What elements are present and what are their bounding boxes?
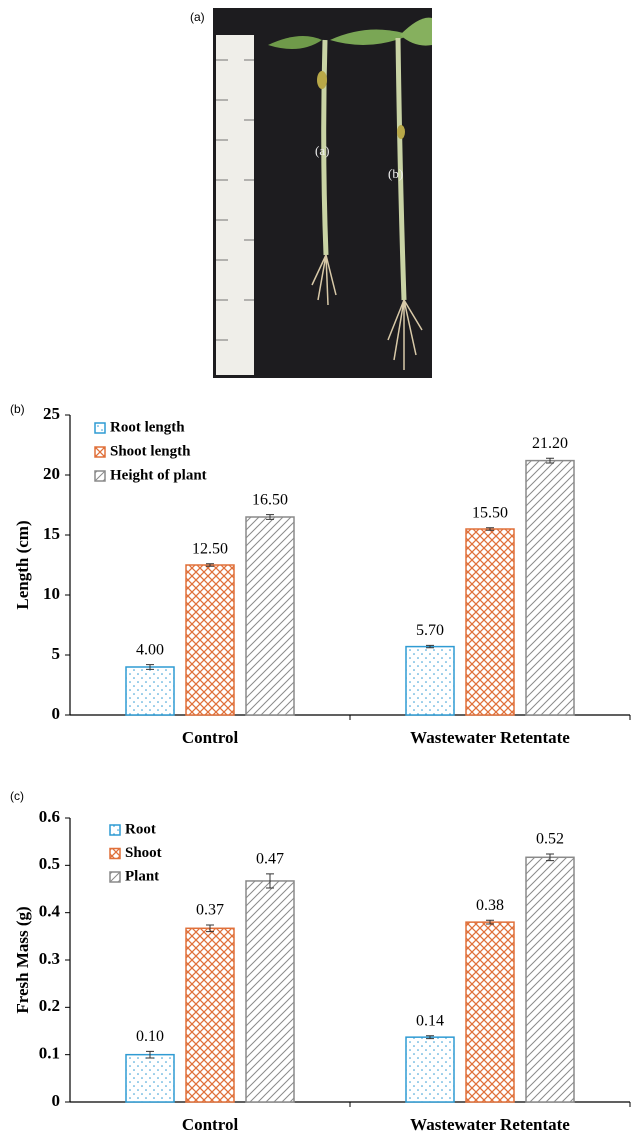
- bar: [465, 921, 515, 1103]
- y-tick-label: 0.2: [39, 996, 60, 1015]
- y-tick-label: 0: [52, 704, 61, 723]
- bar: [525, 459, 575, 716]
- bar: [125, 1053, 175, 1103]
- error-bar: [486, 527, 494, 531]
- bar: [525, 856, 575, 1103]
- legend-label: Shoot: [125, 845, 162, 861]
- error-bar: [266, 873, 274, 889]
- legend-label: Root length: [110, 419, 185, 435]
- y-tick-label: 15: [43, 524, 60, 543]
- y-axis-label: Length (cm): [13, 520, 32, 609]
- value-label: 15.50: [472, 504, 508, 521]
- legend-swatch: [94, 446, 106, 458]
- value-label: 5.70: [416, 622, 444, 639]
- y-tick-label: 0: [52, 1091, 61, 1110]
- x-tick-label: Control: [182, 728, 239, 747]
- error-bar: [426, 1035, 434, 1040]
- panel-label: (a): [190, 10, 205, 24]
- value-label: 0.14: [416, 1012, 444, 1029]
- value-label: 0.47: [256, 851, 284, 868]
- photo-label: (a): [315, 143, 329, 158]
- panel-label: (b): [10, 402, 25, 416]
- legend-swatch: [94, 422, 106, 434]
- y-tick-label: 0.5: [39, 854, 60, 873]
- value-label: 4.00: [136, 641, 164, 658]
- error-bar: [146, 1050, 154, 1059]
- y-tick-label: 20: [43, 464, 60, 483]
- x-tick-label: Wastewater Retentate: [410, 728, 570, 747]
- value-label: 21.20: [532, 435, 568, 452]
- value-label: 0.37: [196, 902, 224, 919]
- legend-swatch: [109, 847, 121, 860]
- value-label: 16.50: [252, 491, 288, 508]
- y-tick-label: 0.4: [39, 902, 61, 921]
- value-label: 0.52: [536, 831, 564, 848]
- y-tick-label: 5: [52, 644, 61, 663]
- error-bar: [486, 919, 494, 925]
- y-tick-label: 0.6: [39, 807, 60, 826]
- legend-swatch: [109, 871, 121, 883]
- legend-label: Shoot length: [110, 443, 191, 459]
- photo: (a) (b): [213, 8, 432, 378]
- bar: [125, 666, 175, 716]
- bar: [245, 880, 295, 1103]
- error-bar: [546, 853, 554, 862]
- bar: [405, 645, 455, 716]
- y-tick-label: 0.3: [39, 949, 60, 968]
- y-tick-label: 0.1: [39, 1044, 60, 1063]
- legend-label: Plant: [125, 868, 159, 884]
- error-bar: [266, 514, 274, 520]
- x-tick-label: Wastewater Retentate: [410, 1115, 570, 1134]
- value-label: 12.50: [192, 540, 228, 557]
- error-bar: [206, 924, 214, 933]
- x-tick-label: Control: [182, 1115, 239, 1134]
- error-bar: [426, 644, 434, 649]
- y-tick-label: 25: [43, 404, 60, 423]
- error-bar: [546, 457, 554, 464]
- bar: [185, 564, 235, 716]
- photo-label: (b): [388, 166, 403, 181]
- legend-swatch: [94, 470, 106, 482]
- error-bar: [206, 563, 214, 567]
- legend-swatch: [109, 824, 121, 836]
- legend-label: Height of plant: [110, 467, 207, 483]
- panel-label: (c): [10, 789, 24, 803]
- y-axis-label: Fresh Mass (g): [13, 906, 32, 1013]
- bar: [465, 528, 515, 716]
- legend-label: Root: [125, 821, 156, 837]
- value-label: 0.38: [476, 897, 504, 914]
- error-bar: [146, 664, 154, 670]
- y-tick-label: 10: [43, 584, 60, 603]
- bar: [245, 516, 295, 716]
- bar: [405, 1036, 455, 1103]
- bar: [185, 927, 235, 1103]
- value-label: 0.10: [136, 1028, 164, 1045]
